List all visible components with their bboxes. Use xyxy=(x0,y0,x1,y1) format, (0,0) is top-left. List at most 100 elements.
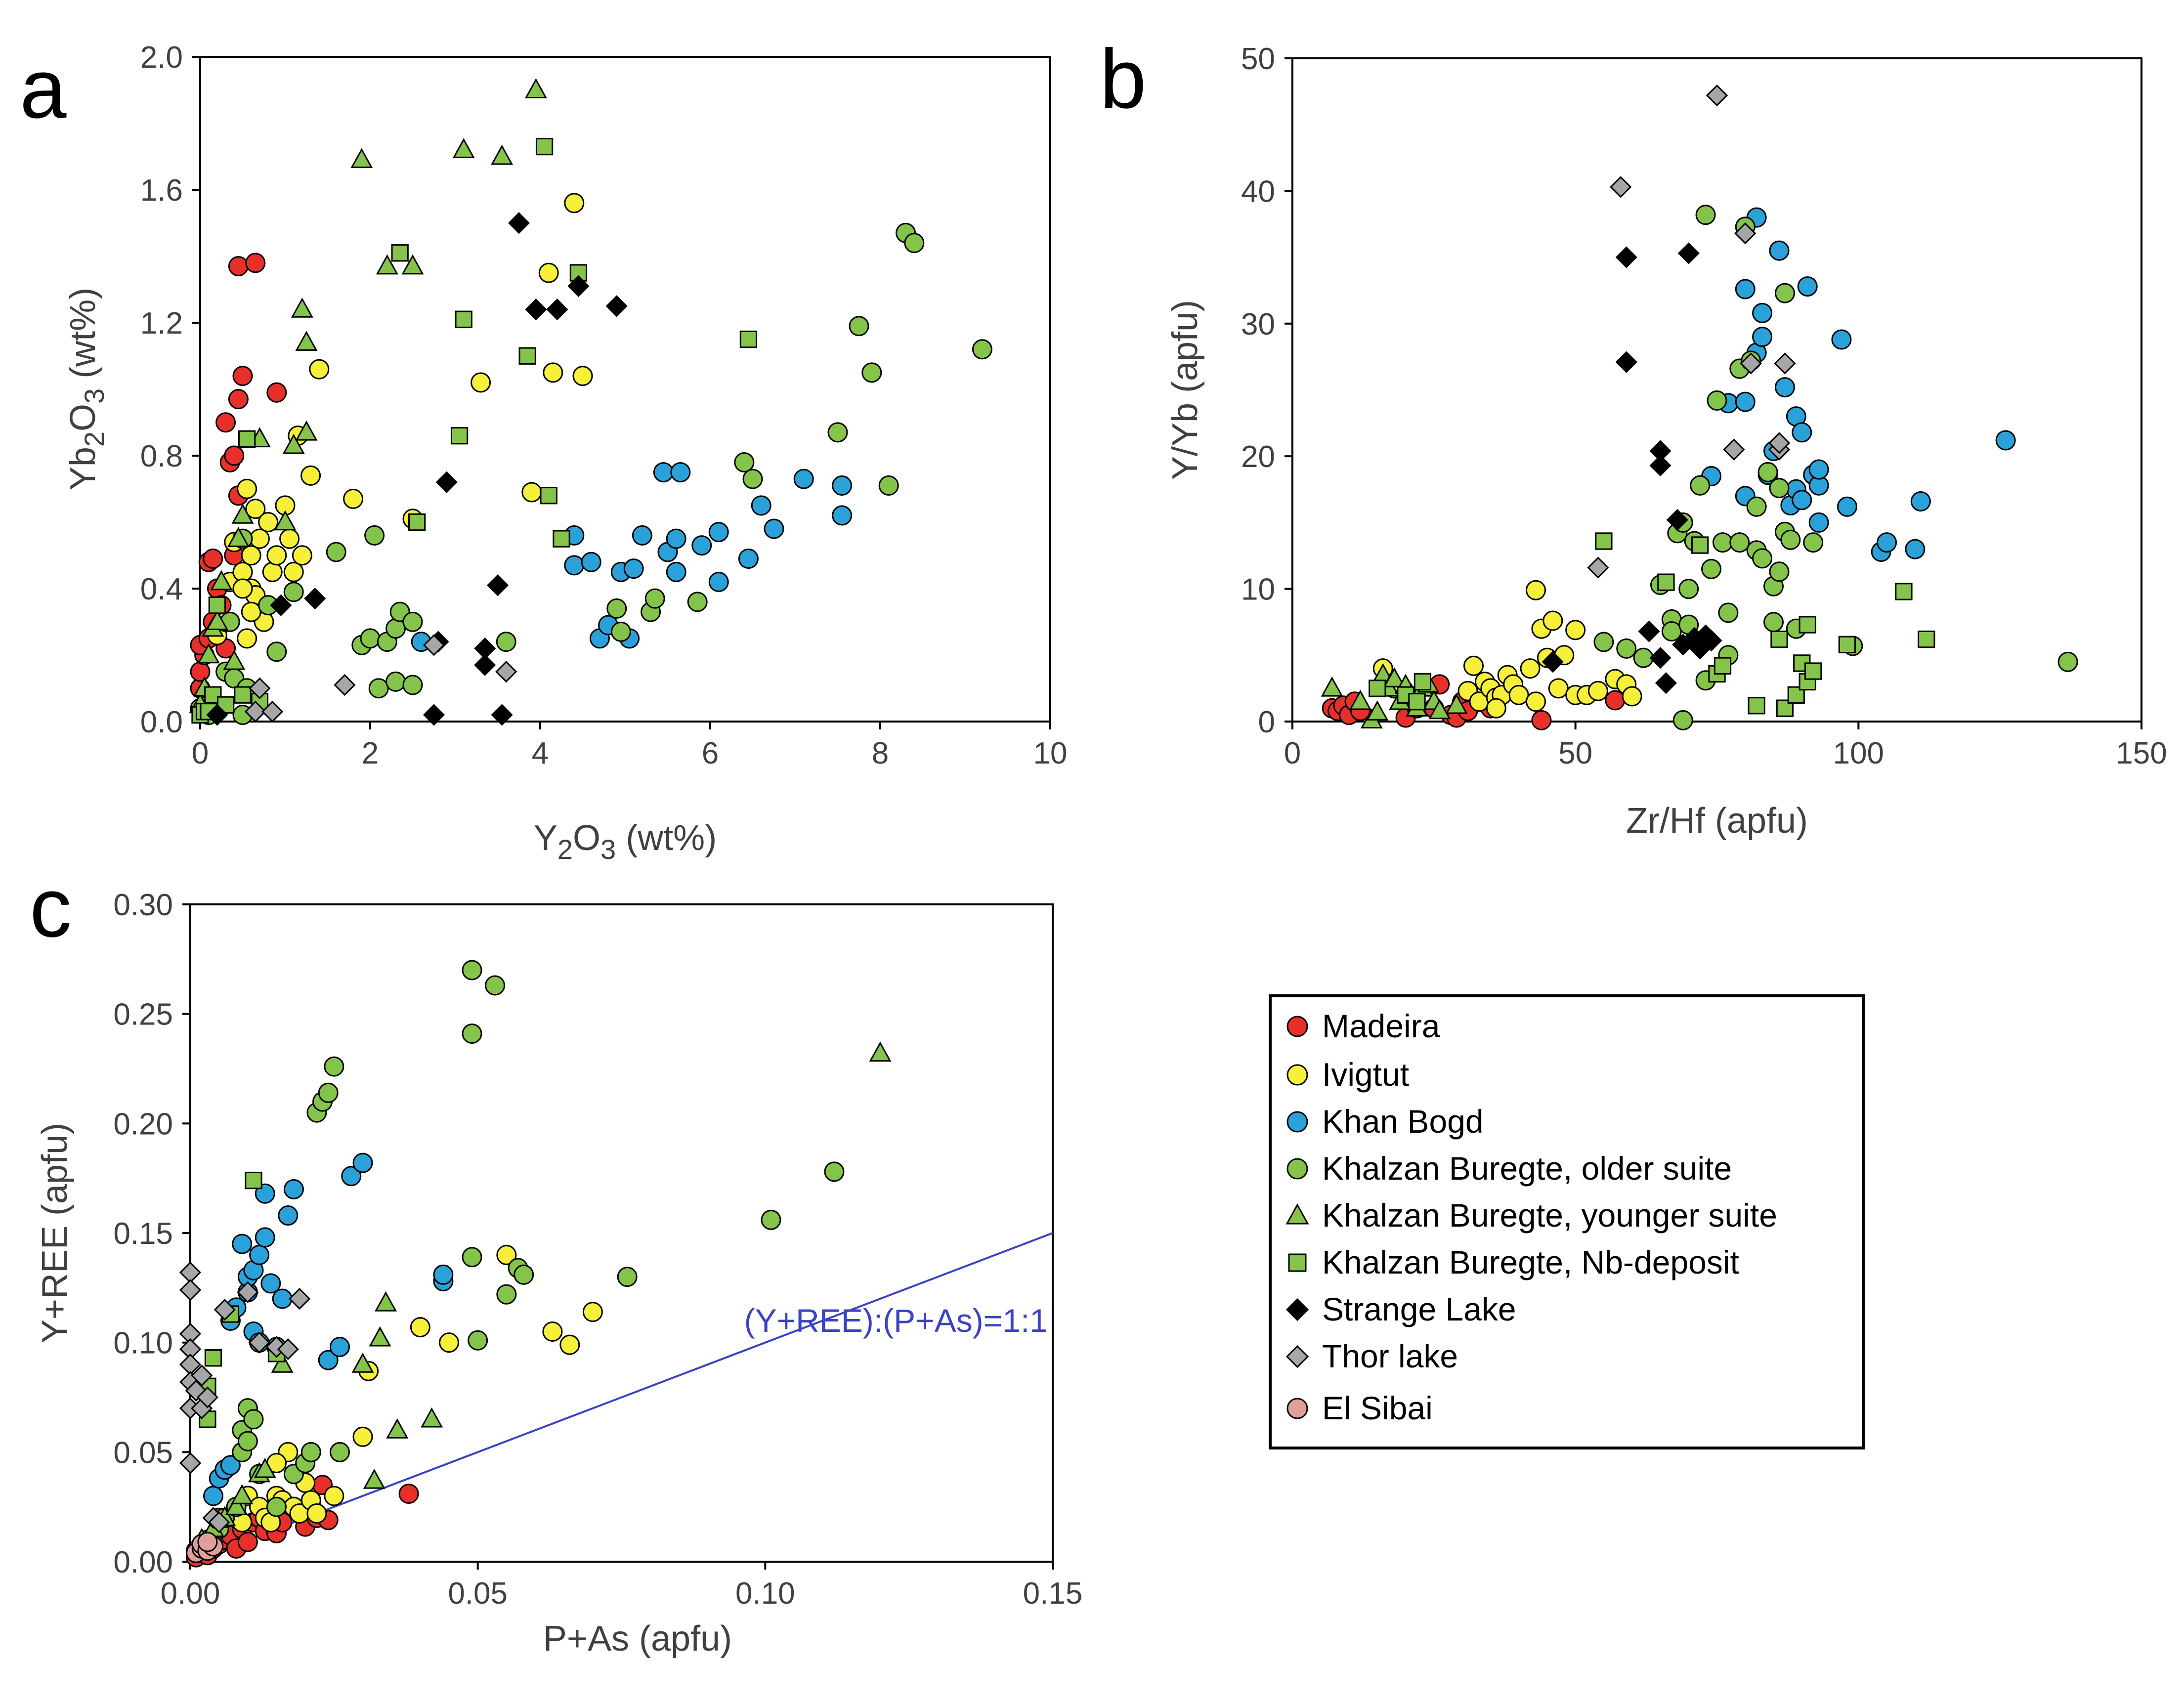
point-ivigtut xyxy=(1587,681,1608,701)
point-strange-lake xyxy=(270,594,292,616)
axis-ticks-a: 0 2 4 6 8 10 0.0 0.4 0.8 1.2 1.6 2.0 xyxy=(140,41,1068,770)
point-khan-bogd xyxy=(220,1455,241,1476)
point-khan-bogd xyxy=(751,495,771,516)
point-khalzan-buregte-older-suite xyxy=(1746,496,1767,517)
legend-label-khan-bogd: Khan Bogd xyxy=(1322,1103,1484,1140)
point-thor-lake xyxy=(1706,85,1728,107)
y-label-a-part-2: 2 xyxy=(79,431,110,447)
point-ivigtut xyxy=(496,1244,517,1265)
point-khalzan-buregte-older-suite xyxy=(734,452,755,472)
point-khalzan-buregte-nb-deposit xyxy=(1713,657,1732,675)
y-tick-label-c: 0.15 xyxy=(113,1217,173,1251)
y-tick-label-b: 30 xyxy=(1241,307,1275,341)
point-strange-lake xyxy=(508,212,530,234)
point-khalzan-buregte-younger-suite xyxy=(524,78,547,98)
point-khalzan-buregte-nb-deposit xyxy=(1413,673,1432,691)
point-ivigtut xyxy=(1525,691,1546,712)
point-khalzan-buregte-younger-suite xyxy=(1366,700,1389,721)
point-madeira xyxy=(228,389,249,410)
x-tick-label-c: 0.10 xyxy=(735,1576,795,1611)
point-khalzan-buregte-nb-deposit xyxy=(450,427,469,445)
point-ivigtut xyxy=(249,528,270,549)
point-khalzan-buregte-older-suite xyxy=(326,542,346,562)
point-ivigtut xyxy=(283,561,304,582)
point-khan-bogd xyxy=(691,535,712,556)
point-khalzan-buregte-older-suite xyxy=(364,525,385,546)
point-khalzan-buregte-nb-deposit xyxy=(1895,583,1913,600)
point-khalzan-buregte-older-suite xyxy=(644,588,665,609)
point-khalzan-buregte-younger-suite xyxy=(491,144,514,165)
point-khalzan-buregte-older-suite xyxy=(606,598,627,619)
point-khalzan-buregte-older-suite xyxy=(385,671,406,692)
x-tick-label-a: 0 xyxy=(192,736,209,770)
x-tick-label-a: 2 xyxy=(362,736,379,770)
point-madeira xyxy=(224,445,245,466)
y-axis-label-b: Y/Yb (apfu) xyxy=(1165,300,1205,480)
legend-marker-khalzan-buregte-nb-deposit xyxy=(1288,1253,1307,1272)
x-axis-label-c: P+As (apfu) xyxy=(543,1619,732,1659)
point-khan-bogd xyxy=(341,1166,362,1187)
point-madeira xyxy=(266,382,287,403)
point-ivigtut xyxy=(343,488,364,509)
point-khalzan-buregte-younger-suite xyxy=(375,1291,397,1312)
point-strange-lake xyxy=(486,574,509,596)
reference-line-label: (Y+REE):(P+As)=1:1 xyxy=(744,1302,1048,1339)
point-thor-lake xyxy=(277,1338,299,1361)
legend: Madeira Ivigtut Khan Bogd Khalzan Buregte, … xyxy=(1269,994,1865,1449)
point-khalzan-buregte-younger-suite xyxy=(1428,699,1451,720)
point-khalzan-buregte-older-suite xyxy=(1712,532,1733,553)
legend-marker-khalzan-buregte-older-suite xyxy=(1286,1158,1308,1180)
point-khalzan-buregte-nb-deposit xyxy=(1770,630,1788,648)
point-madeira xyxy=(237,1532,258,1552)
legend-label-madeira: Madeira xyxy=(1322,1008,1440,1044)
legend-marker-khalzan-buregte-younger-suite xyxy=(1285,1203,1309,1225)
x-tick-label-b: 50 xyxy=(1558,736,1592,770)
y-tick-label-b: 50 xyxy=(1241,42,1275,76)
data-points-c xyxy=(179,960,892,1568)
point-ivigtut xyxy=(241,545,261,566)
point-khalzan-buregte-older-suite xyxy=(283,582,304,602)
x-label-a-part-1: Y xyxy=(534,818,557,858)
point-strange-lake xyxy=(491,704,513,726)
legend-marker-strange-lake xyxy=(1285,1298,1309,1321)
point-ivigtut xyxy=(1486,698,1506,719)
point-khan-bogd xyxy=(1831,329,1852,350)
x-label-a-part-2: 2 xyxy=(557,834,573,865)
point-strange-lake xyxy=(605,295,628,317)
point-ivigtut xyxy=(1622,686,1642,707)
legend-marker-ivigtut xyxy=(1286,1064,1308,1086)
point-khan-bogd xyxy=(564,555,585,576)
y-axis-label-c: Y+REE (apfu) xyxy=(35,1123,75,1343)
point-khan-bogd xyxy=(1877,532,1897,553)
point-khan-bogd xyxy=(1735,391,1756,412)
point-ivigtut xyxy=(1463,655,1484,676)
point-khan-bogd xyxy=(632,525,652,546)
point-khalzan-buregte-older-suite xyxy=(462,1023,482,1044)
point-thor-lake xyxy=(1723,438,1745,461)
point-khan-bogd xyxy=(1769,240,1790,261)
point-khalzan-buregte-nb-deposit xyxy=(455,310,472,328)
point-ivigtut xyxy=(439,1332,459,1353)
point-madeira xyxy=(398,1484,419,1504)
point-thor-lake xyxy=(1768,432,1791,454)
point-khalzan-buregte-younger-suite xyxy=(351,1352,374,1373)
x-label-a-part-4: 3 xyxy=(600,834,616,865)
point-el-sibai xyxy=(197,1532,218,1552)
point-khalzan-buregte-older-suite xyxy=(1695,205,1716,225)
point-khalzan-buregte-nb-deposit xyxy=(391,244,409,262)
point-khalzan-buregte-younger-suite xyxy=(1383,667,1406,687)
point-khalzan-buregte-younger-suite xyxy=(350,148,373,169)
point-khalzan-buregte-younger-suite xyxy=(869,1041,892,1062)
point-khan-bogd xyxy=(738,548,759,569)
point-khan-bogd xyxy=(832,475,853,496)
point-khalzan-buregte-younger-suite xyxy=(227,527,250,547)
legend-label-strange-lake: Strange Lake xyxy=(1322,1291,1516,1327)
point-thor-lake xyxy=(179,1279,202,1301)
y-tick-label-c: 0.10 xyxy=(113,1326,173,1361)
point-khalzan-buregte-older-suite xyxy=(1672,710,1693,730)
point-ivigtut xyxy=(258,512,279,532)
point-khalzan-buregte-older-suite xyxy=(1769,478,1790,499)
legend-marker-thor-lake xyxy=(1285,1345,1309,1368)
y-label-a-part-4: 3 xyxy=(79,388,110,404)
point-strange-lake xyxy=(1649,647,1671,669)
